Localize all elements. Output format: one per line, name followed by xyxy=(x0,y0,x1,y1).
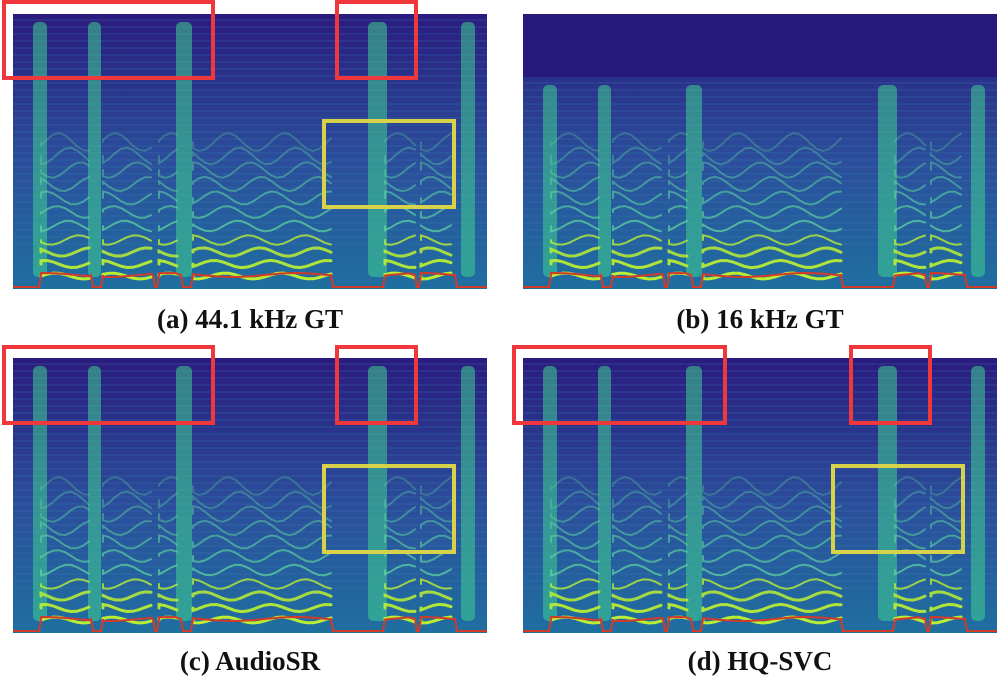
spectrogram-image xyxy=(523,358,997,633)
spectrogram-audiosr xyxy=(13,358,487,633)
spectrogram-image xyxy=(523,14,997,289)
highlight-box-red xyxy=(335,345,418,425)
highlight-box-red xyxy=(2,345,215,425)
highlight-box-red xyxy=(849,345,932,425)
highlight-box-red xyxy=(335,0,418,80)
panel-caption-b: (b) 16 kHz GT xyxy=(676,304,844,334)
highlight-box-yellow xyxy=(322,464,456,554)
highlight-box-red xyxy=(512,345,727,425)
spectrogram-image xyxy=(13,358,487,633)
panel-caption-d: (d) HQ-SVC xyxy=(687,646,833,676)
spectrogram-hq-svc xyxy=(523,358,997,633)
highlight-box-red xyxy=(2,0,215,80)
panel-caption-c: (c) AudioSR xyxy=(179,646,321,676)
panel-caption-a: (a) 44.1 kHz GT xyxy=(157,304,343,334)
spectrogram-16k-gt xyxy=(523,14,997,289)
highlight-box-yellow xyxy=(831,464,965,554)
highlight-box-yellow xyxy=(322,119,456,209)
